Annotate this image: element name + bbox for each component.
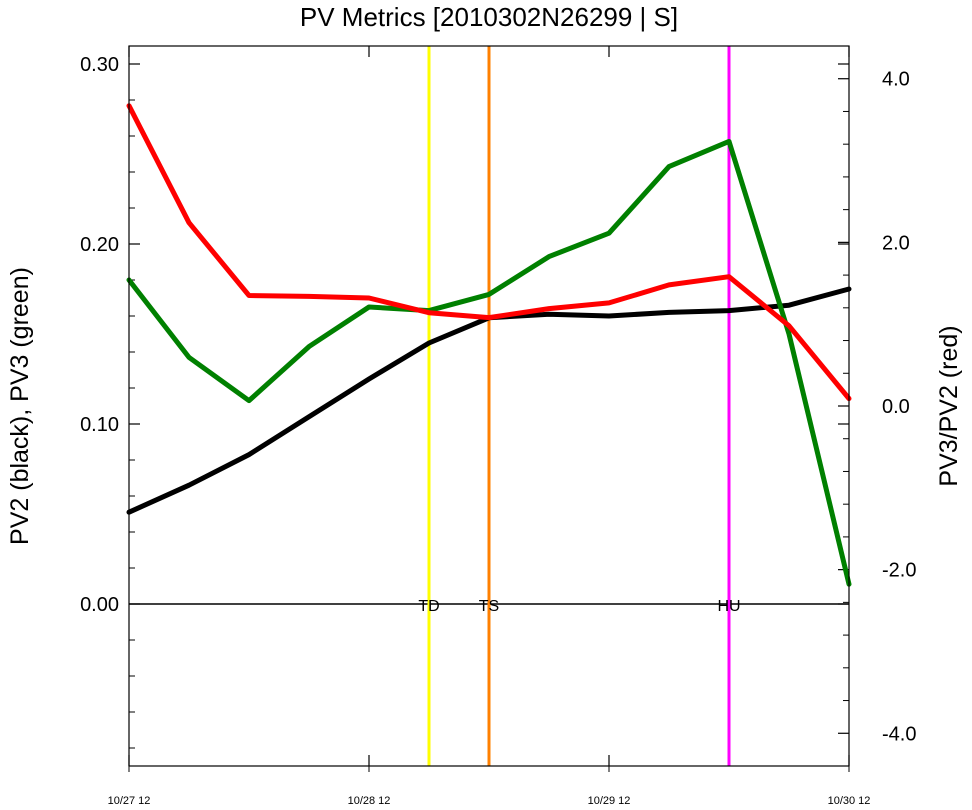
axis-ticks: 0.30 0.20 0.10 0.00 4.0 2.0 0.0 -2.0 -4.0 10/27 1… [80,45,916,807]
x-tick-label: 10/30 12 [828,795,871,805]
x-tick-label: 10/29 12 [588,795,631,805]
x-tick-label: 10/28 12 [348,795,391,805]
y-axis-label-right: PV3/PV2 (red) [935,325,963,486]
event-label-ts: TS [479,598,499,615]
event-lines [427,46,731,766]
chart-title: PV Metrics [2010302N26299 | S] [300,2,678,32]
plot-frame [128,45,850,767]
y-right-tick-label: -4.0 [882,723,916,745]
y-axis-label-left: PV2 (black), PV3 (green) [6,267,34,545]
y-right-tick-label: 2.0 [882,232,910,254]
y-right-tick-label: 0.0 [882,396,910,418]
series-line-3 [126,103,852,402]
y-left-tick-label: 0.30 [80,54,119,76]
series-line-2 [126,138,852,587]
y-left-tick-label: 0.00 [80,594,119,616]
y-right-tick-label: 4.0 [882,69,910,91]
y-left-tick-label: 0.20 [80,234,119,256]
y-left-tick-label: 0.10 [80,414,119,436]
event-label-td: TD [418,598,439,615]
y-right-tick-label: -2.0 [882,560,916,582]
event-label-hu: HU [717,598,740,615]
x-tick-label: 10/27 12 [108,795,151,805]
event-labels: TD TS HU [418,598,740,615]
series-lines [126,103,852,587]
